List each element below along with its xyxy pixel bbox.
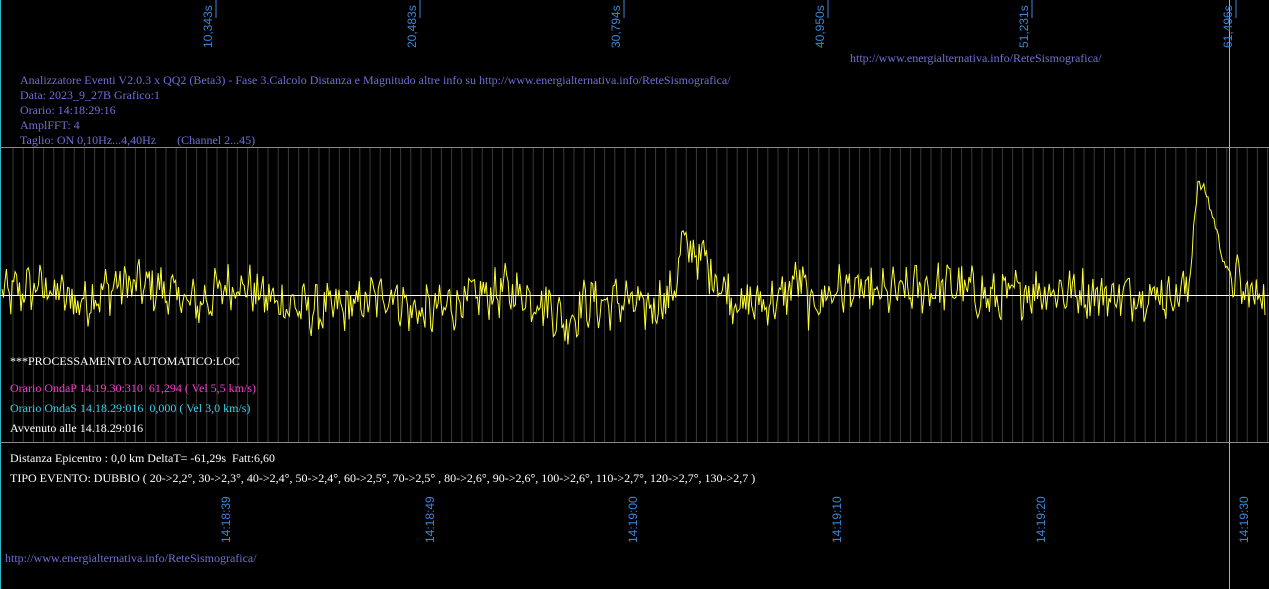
event-type: TIPO EVENTO: DUBBIO ( 20->2,2°, 30->2,3°… — [10, 471, 756, 485]
header-title: Analizzatore Eventi V2.0.3 x QQ2 (Beta3)… — [20, 73, 731, 87]
processing-status: ***PROCESSAMENTO AUTOMATICO:LOC — [10, 354, 240, 368]
bottom-tick-label: 14:19:10 — [830, 496, 844, 543]
seismic-waveform — [1, 180, 1266, 345]
top-tick-label: 61,496s — [1221, 5, 1235, 48]
bottom-clock-axis: 14:18:39 14:18:49 14:19:00 14:19:10 14:19:20… — [219, 496, 1251, 543]
top-tick-label: 10,343s — [201, 5, 215, 48]
top-tick-label: 30,794s — [609, 5, 623, 48]
header-ampl-fft: AmplFFT: 4 — [20, 118, 80, 132]
top-time-axis: 10,343s 20,483s 30,794s 40,950s 51,231s 61,49… — [201, 0, 1237, 48]
epicenter-distance: Distanza Epicentro : 0,0 km DeltaT= -61,… — [10, 451, 276, 465]
event-time: Avvenuto alle 14.18.29:016 — [10, 421, 144, 435]
top-tick-label: 40,950s — [813, 5, 827, 48]
bottom-tick-label: 14:19:00 — [626, 496, 640, 543]
header-date: Data: 2023_9_27B Grafico:1 — [20, 88, 160, 102]
header-time: Orario: 14:18:29:16 — [20, 103, 116, 117]
bottom-tick-label: 14:18:39 — [219, 496, 233, 543]
s-wave-info: Orario OndaS 14.18.29:016 0,000 ( Vel 3,… — [10, 401, 251, 415]
bottom-tick-label: 14:19:20 — [1034, 496, 1048, 543]
top-url-link[interactable]: http://www.energialternativa.info/ReteSi… — [850, 51, 1102, 65]
bottom-tick-label: 14:19:30 — [1237, 496, 1251, 543]
bottom-tick-label: 14:18:49 — [423, 496, 437, 543]
header-filter: Taglio: ON 0,10Hz...4,40Hz (Channel 2...… — [20, 133, 256, 147]
top-tick-label: 51,231s — [1017, 5, 1031, 48]
p-wave-info: Orario OndaP 14.19.30:310 61,294 ( Vel 5… — [10, 381, 256, 395]
top-tick-label: 20,483s — [405, 5, 419, 48]
bottom-url-link[interactable]: http://www.energialternativa.info/ReteSi… — [5, 551, 257, 565]
time-gridlines — [12, 147, 1269, 442]
